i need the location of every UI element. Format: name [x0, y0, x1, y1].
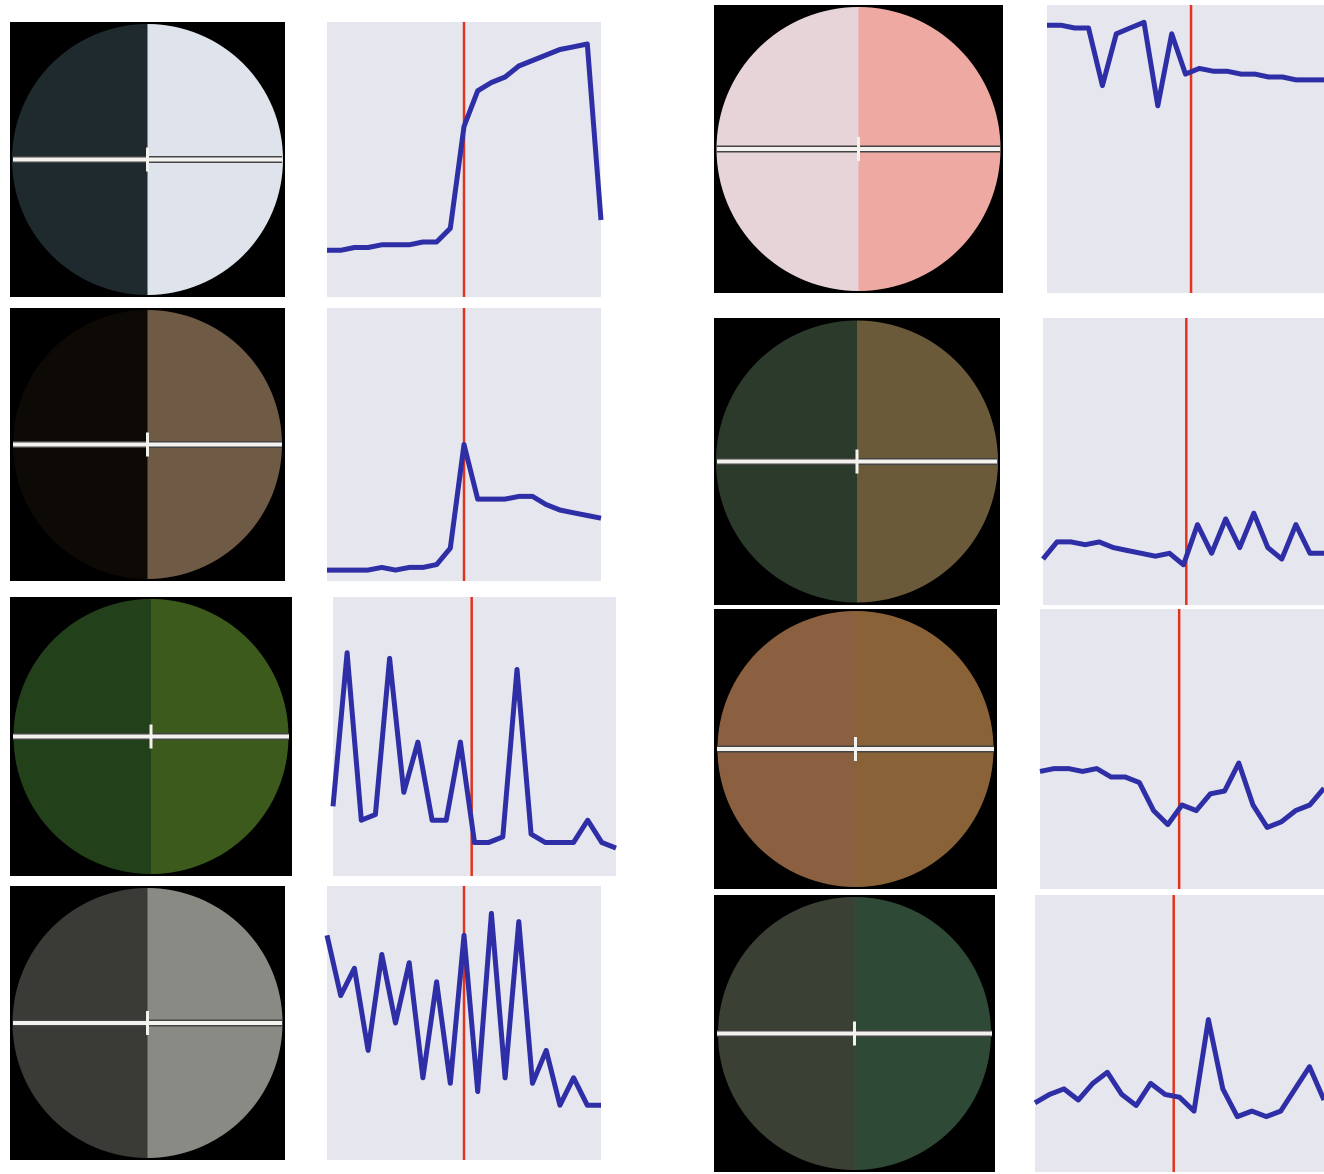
plot-background — [1047, 5, 1324, 293]
page: (() => { const data = JSON.parse(documen… — [0, 0, 1324, 1174]
plot-background — [1040, 609, 1324, 889]
plot-background — [1035, 895, 1324, 1172]
figure — [0, 0, 1324, 1174]
